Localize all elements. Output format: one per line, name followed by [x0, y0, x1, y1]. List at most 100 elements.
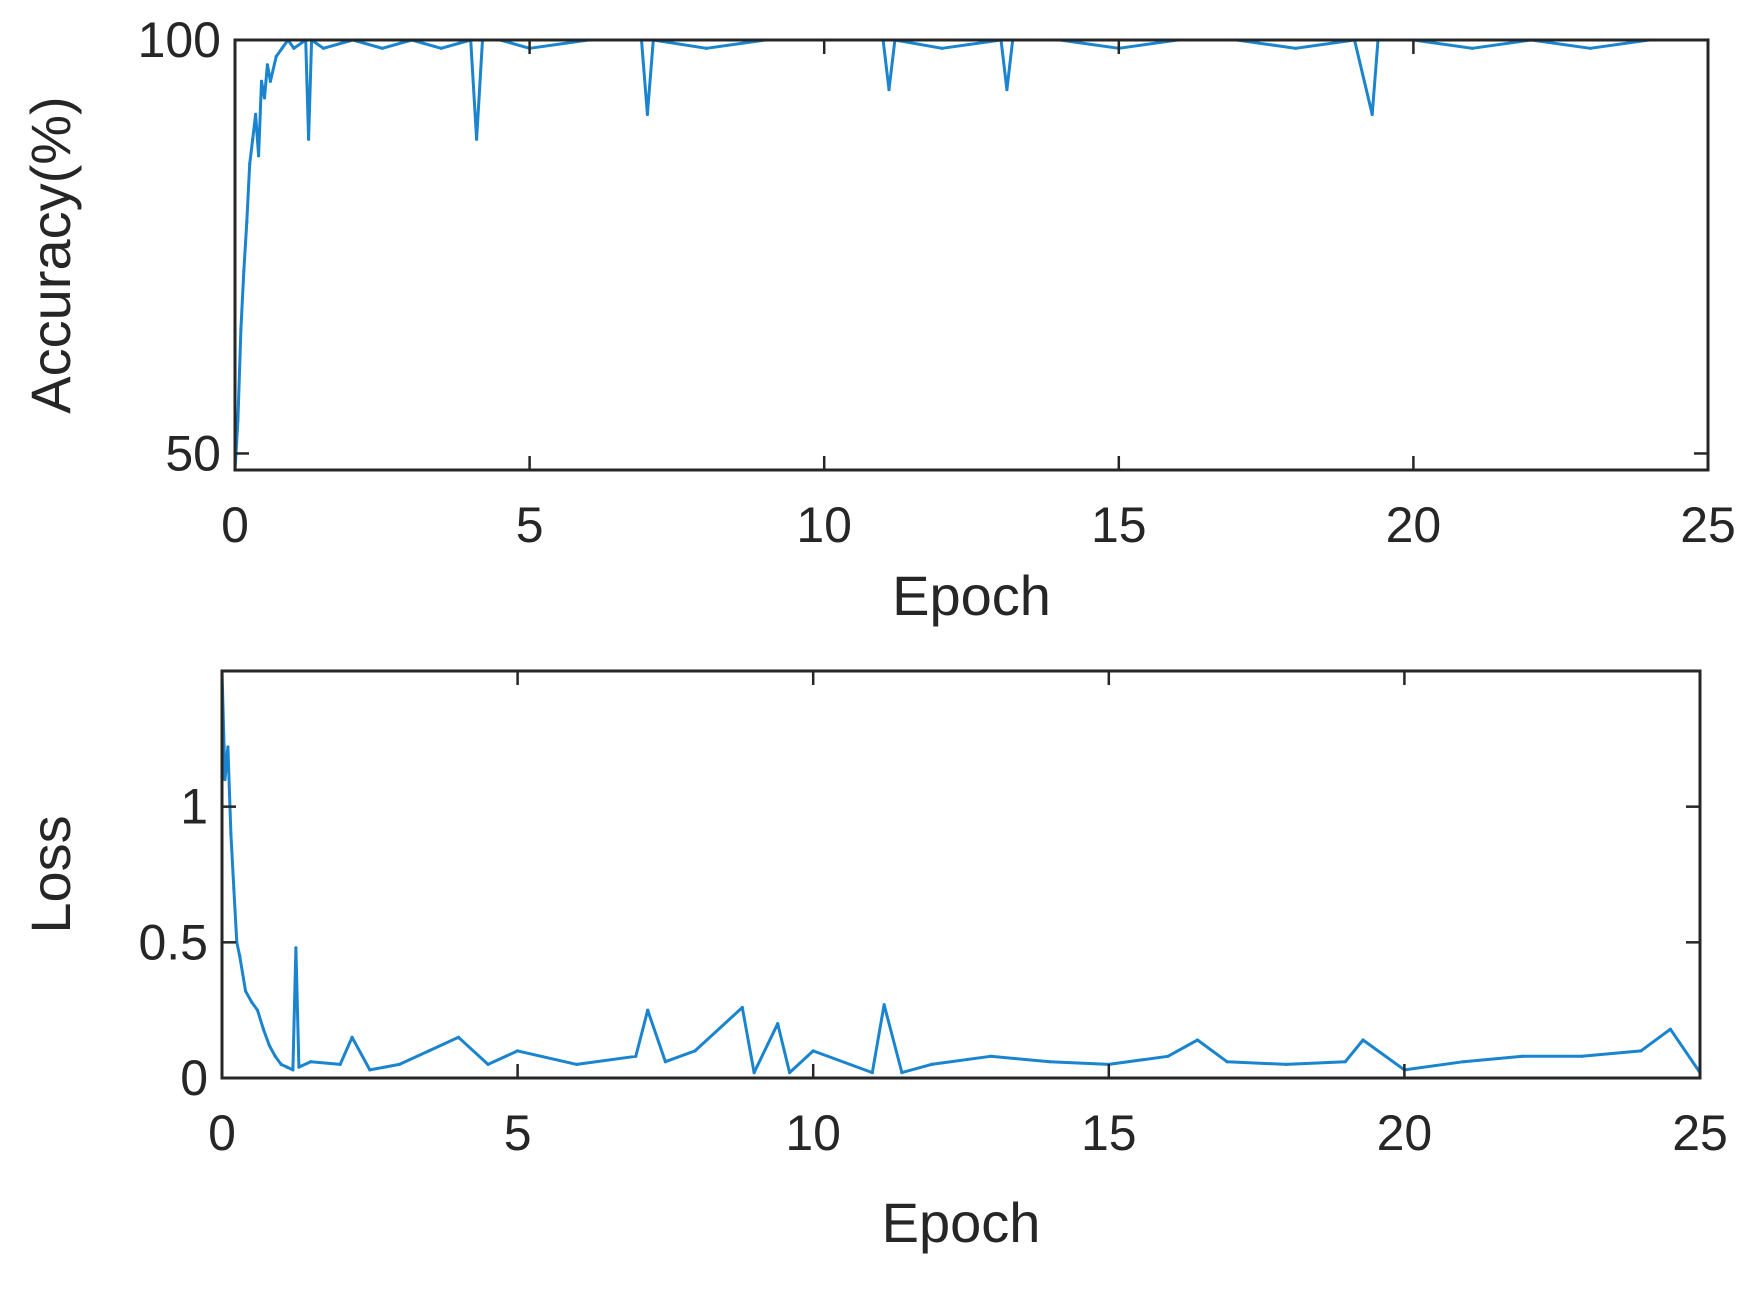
loss-y-axis-label: Loss: [19, 815, 82, 933]
accuracy-series-line: [233, 38, 1708, 471]
accuracy-data-point: [1470, 46, 1474, 50]
loss-data-point: [1195, 1038, 1200, 1042]
loss-data-point: [238, 954, 242, 958]
loss-data-point: [663, 1060, 668, 1064]
accuracy-data-point: [251, 137, 255, 141]
loss-x-tick-label: 0: [208, 1105, 236, 1161]
loss-data-point: [516, 1049, 520, 1053]
loss-data-point: [255, 1008, 260, 1012]
loss-data-point: [776, 1022, 780, 1026]
accuracy-data-point: [307, 137, 311, 141]
loss-data-point: [740, 1005, 744, 1010]
accuracy-data-point: [704, 46, 709, 50]
loss-data-point: [788, 1071, 792, 1075]
loss-data-point: [427, 1049, 431, 1053]
loss-data-point: [279, 1062, 283, 1066]
loss-chart: 0 5 10 15 20 25 0 0.5 1 Epoch Loss: [19, 669, 1728, 1254]
loss-data-point: [397, 1062, 401, 1066]
accuracy-data-point: [940, 46, 944, 50]
accuracy-data-point: [292, 46, 296, 50]
loss-data-point: [989, 1054, 993, 1058]
loss-x-tick-label: 20: [1377, 1105, 1433, 1161]
loss-x-tick-label: 25: [1672, 1105, 1728, 1161]
loss-data-point: [752, 1071, 756, 1075]
loss-y-tick-label: 0: [180, 1050, 208, 1106]
loss-data-point: [1521, 1054, 1525, 1058]
loss-data-point: [291, 1068, 295, 1072]
loss-data-point: [882, 1003, 886, 1007]
accuracy-data-point: [439, 46, 443, 50]
accuracy-data-point: [254, 112, 258, 116]
loss-data-point: [1580, 1054, 1584, 1058]
loss-data-point: [368, 1068, 372, 1072]
accuracy-data-point: [1005, 88, 1009, 92]
accuracy-data-point: [257, 154, 261, 158]
accuracy-data-point: [321, 46, 325, 50]
loss-data-point: [226, 745, 230, 749]
loss-x-tick-label: 5: [504, 1105, 532, 1161]
loss-x-tick-label: 15: [1081, 1105, 1137, 1161]
accuracy-data-point: [645, 112, 650, 116]
loss-data-point: [929, 1062, 934, 1066]
accuracy-data-point: [259, 79, 264, 83]
accuracy-y-tick-label: 50: [165, 425, 221, 481]
loss-data-point: [634, 1054, 638, 1058]
accuracy-x-tick-label: 25: [1680, 497, 1736, 553]
loss-data-point: [870, 1071, 874, 1075]
loss-data-point: [267, 1043, 271, 1047]
accuracy-data-point: [236, 418, 240, 422]
accuracy-data-point: [1294, 46, 1298, 50]
loss-data-point: [1343, 1060, 1347, 1064]
accuracy-x-tick-label: 0: [221, 497, 249, 553]
loss-data-point: [1166, 1054, 1170, 1058]
loss-data-point: [1461, 1060, 1466, 1064]
loss-data-point: [1639, 1049, 1643, 1053]
loss-data-point: [297, 1065, 301, 1069]
loss-data-point: [294, 946, 298, 950]
loss-data-point: [646, 1008, 650, 1012]
accuracy-chart: 0 5 10 15 20 25 50 100 Epoch Accuracy(%): [19, 12, 1736, 627]
loss-data-point: [1361, 1038, 1365, 1042]
accuracy-data-point: [274, 54, 278, 59]
accuracy-data-point: [248, 162, 252, 166]
loss-data-point: [223, 777, 227, 782]
accuracy-x-tick-label: 10: [796, 497, 852, 553]
loss-data-point: [811, 1049, 815, 1053]
loss-data-point: [261, 1027, 265, 1031]
accuracy-data-point: [265, 63, 269, 67]
loss-data-point: [244, 989, 248, 993]
accuracy-x-tick-label: 20: [1386, 497, 1442, 553]
loss-data-point: [900, 1071, 904, 1075]
loss-data-point: [229, 832, 233, 836]
accuracy-x-axis-label: Epoch: [892, 564, 1051, 627]
loss-data-point: [1284, 1062, 1288, 1066]
loss-x-axis-label: Epoch: [882, 1191, 1041, 1254]
loss-data-point: [456, 1035, 461, 1039]
accuracy-data-point: [268, 79, 272, 83]
loss-data-point: [486, 1062, 490, 1066]
accuracy-y-tick-label: 100: [138, 12, 221, 68]
loss-axes-box: [220, 669, 1702, 1080]
accuracy-data-point: [262, 96, 267, 100]
accuracy-data-point: [280, 46, 284, 50]
loss-data-point: [285, 1065, 289, 1069]
loss-data-point: [693, 1049, 697, 1053]
accuracy-data-point: [245, 220, 249, 224]
accuracy-data-point: [239, 327, 243, 331]
loss-data-point: [273, 1054, 277, 1058]
loss-data-point: [309, 1060, 313, 1064]
accuracy-x-tick-label: 15: [1091, 497, 1147, 553]
accuracy-y-axis-label: Accuracy(%): [19, 96, 82, 413]
loss-data-point: [1048, 1060, 1052, 1064]
loss-data-point: [250, 1000, 254, 1004]
loss-data-point: [350, 1035, 354, 1039]
loss-data-point: [232, 886, 236, 890]
loss-x-tick-label: 10: [785, 1105, 841, 1161]
accuracy-data-point: [1370, 112, 1374, 116]
loss-data-point: [575, 1062, 579, 1066]
accuracy-data-point: [380, 46, 384, 50]
accuracy-data-point: [475, 137, 479, 141]
accuracy-data-point: [887, 88, 891, 92]
